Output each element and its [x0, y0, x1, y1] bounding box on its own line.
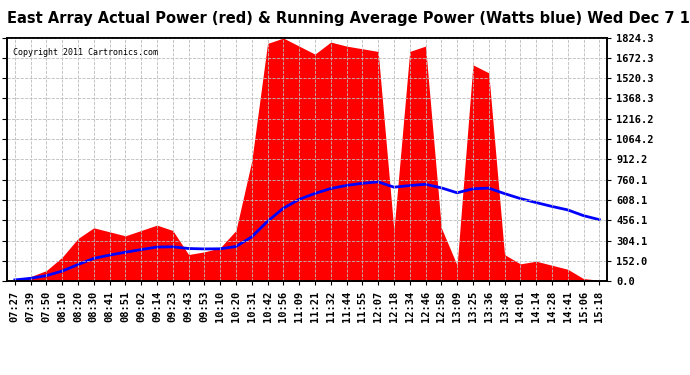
- Text: East Array Actual Power (red) & Running Average Power (Watts blue) Wed Dec 7 15:: East Array Actual Power (red) & Running …: [7, 11, 690, 26]
- Text: Copyright 2011 Cartronics.com: Copyright 2011 Cartronics.com: [13, 48, 158, 57]
